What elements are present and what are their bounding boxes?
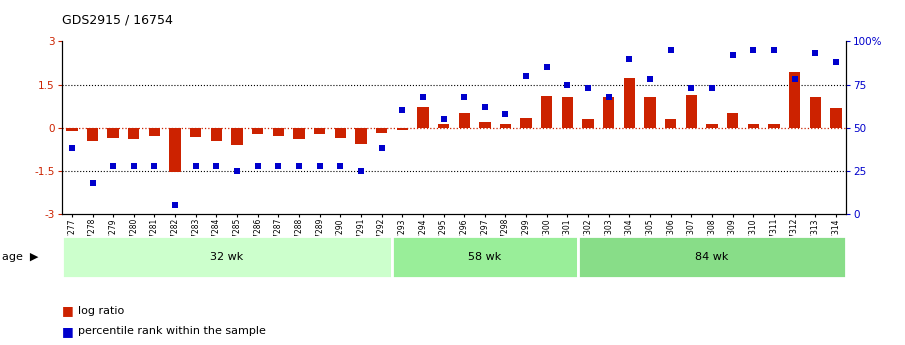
Point [127,163,141,168]
Bar [417,107,429,128]
Point [746,47,760,53]
Point [333,163,348,168]
Text: percentile rank within the sample: percentile rank within the sample [78,326,266,336]
Point [395,108,409,113]
Text: 32 wk: 32 wk [210,252,243,262]
Bar [190,128,202,137]
Point [519,73,533,79]
Bar [644,97,656,128]
Text: GDS2915 / 16754: GDS2915 / 16754 [62,14,173,27]
Point [436,116,451,122]
Point [167,203,182,208]
Text: 84 wk: 84 wk [695,252,729,262]
Point [539,65,554,70]
Bar [665,119,676,128]
Point [787,77,802,82]
Point [209,163,224,168]
Text: ■: ■ [62,325,73,338]
Point [829,59,843,65]
Bar [768,124,779,128]
Bar [748,124,759,128]
Text: log ratio: log ratio [78,306,124,315]
Point [251,163,265,168]
Bar [624,78,635,128]
FancyBboxPatch shape [577,236,846,278]
Point [230,168,244,174]
Point [148,163,162,168]
Point [602,94,616,99]
Bar [129,128,139,139]
Bar [66,128,78,131]
Bar [211,128,222,141]
Point [85,180,100,186]
Bar [314,128,325,134]
Point [64,146,79,151]
Point [354,168,368,174]
Point [106,163,120,168]
Point [291,163,306,168]
Bar [686,95,697,128]
Bar [293,128,305,139]
Bar [459,113,470,128]
Bar [562,97,573,128]
Text: 58 wk: 58 wk [468,252,501,262]
Point [375,146,389,151]
Bar [169,128,181,172]
Bar [479,122,491,128]
Bar [727,113,738,128]
Bar [148,128,160,136]
Bar [108,128,119,138]
Point [684,85,699,91]
Bar [603,97,614,128]
Point [272,163,286,168]
Bar [706,124,718,128]
Point [622,56,636,61]
Point [188,163,203,168]
Bar [541,96,552,128]
Point [499,111,513,117]
Point [312,163,327,168]
Bar [789,71,800,128]
Text: ■: ■ [62,304,73,317]
Point [415,94,430,99]
Point [478,104,492,110]
FancyBboxPatch shape [62,236,392,278]
Bar [438,124,449,128]
Point [457,94,472,99]
Bar [356,128,367,144]
Bar [87,128,98,141]
Bar [272,128,284,136]
Point [767,47,781,53]
Point [581,85,595,91]
Text: age  ▶: age ▶ [2,252,38,262]
Bar [583,119,594,128]
Point [808,51,823,56]
Bar [810,97,821,128]
Point [726,52,740,58]
Point [560,82,575,87]
Point [663,47,678,53]
Bar [232,128,243,145]
Point [643,77,657,82]
Bar [500,124,511,128]
Bar [520,118,532,128]
Point [705,85,719,91]
FancyBboxPatch shape [392,236,577,278]
Bar [335,128,346,138]
Bar [396,128,408,130]
Bar [830,108,842,128]
Bar [376,128,387,133]
Bar [252,128,263,134]
